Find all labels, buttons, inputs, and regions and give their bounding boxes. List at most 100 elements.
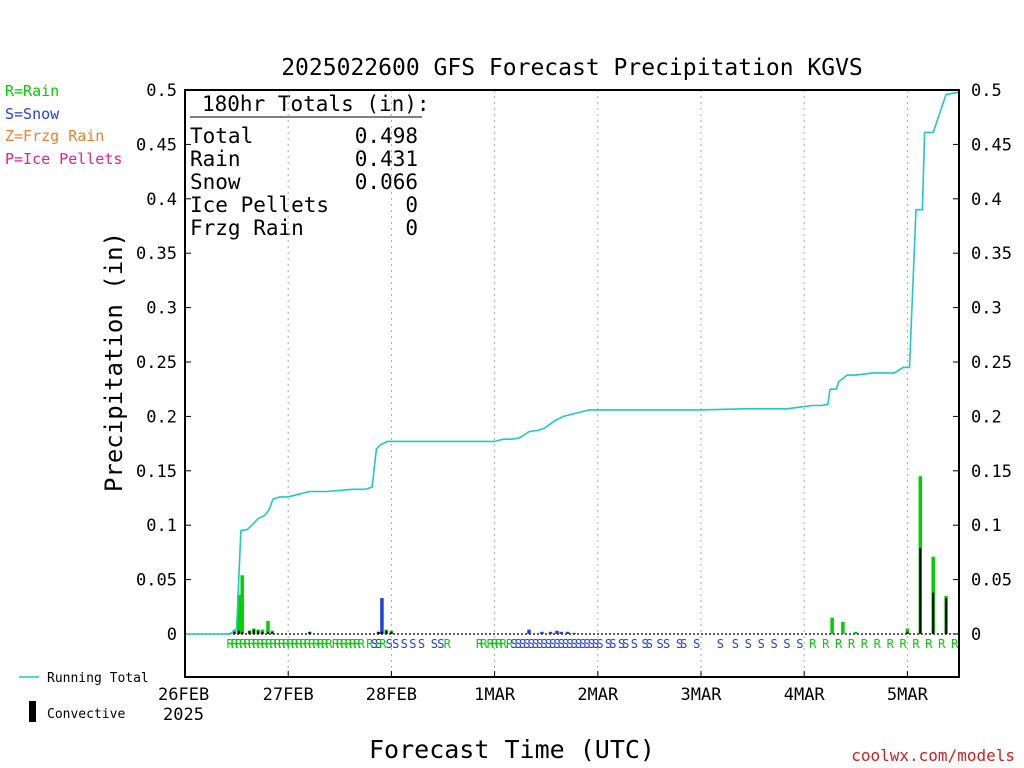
plot-frame — [184, 89, 960, 678]
ptype-mark-85: S — [745, 637, 752, 651]
x-tick-sublabel-0: 2025 — [163, 705, 204, 725]
ptype-mark-5: R — [248, 637, 256, 651]
y-tick-label-left-2: 0.1 — [146, 516, 177, 536]
convective-bar-4 — [248, 630, 251, 634]
ptype-mark-65: S — [575, 637, 582, 651]
ptype-mark-86: S — [758, 637, 765, 651]
ptype-mark-69: S — [592, 637, 599, 651]
y-tick-label-right-7: 0.35 — [971, 244, 1012, 264]
ptype-mark-15: R — [291, 637, 299, 651]
ptype-mark-56: S — [536, 637, 543, 651]
ptype-mark-13: R — [282, 637, 290, 651]
precip-bar-18 — [555, 630, 559, 634]
ptype-mark-40: S — [431, 637, 438, 651]
ptype-mark-34: R — [379, 637, 387, 651]
precip-bar-21 — [572, 632, 576, 634]
grid-lines — [287, 90, 908, 677]
ptype-mark-101: R — [951, 637, 959, 651]
y-tick-label-left-7: 0.35 — [136, 244, 177, 264]
ptype-mark-17: R — [300, 637, 308, 651]
ptype-mark-96: R — [887, 637, 895, 651]
precip-bar-2 — [237, 594, 241, 634]
totals-label-frzg: Frzg Rain — [190, 216, 304, 240]
ptype-mark-81: S — [680, 637, 687, 651]
ptype-mark-59: S — [549, 637, 556, 651]
totals-value-snow: 0.066 — [355, 170, 418, 194]
ptype-mark-35: S — [386, 637, 393, 651]
ptype-mark-18: R — [304, 637, 312, 651]
ptype-mark-60: S — [553, 637, 560, 651]
x-tick-label-6: 4MAR — [784, 685, 826, 705]
running-total-legend-label: Running Total — [47, 671, 149, 686]
ptype-mark-92: R — [835, 637, 843, 651]
precip-bar-17 — [548, 631, 553, 634]
ptype-mark-12: R — [278, 637, 286, 651]
ptype-mark-29: R — [353, 637, 361, 651]
x-tick-label-2: 28FEB — [366, 685, 417, 705]
convective-bar-2 — [237, 630, 240, 634]
precip-bar-19 — [559, 631, 563, 634]
y-tick-label-right-9: 0.45 — [971, 135, 1012, 155]
ptype-mark-83: S — [717, 637, 724, 651]
totals-value-frzg: 0 — [405, 216, 418, 240]
ptype-mark-80: S — [676, 637, 683, 651]
ptype-mark-4: R — [244, 637, 252, 651]
ptype-mark-26: R — [340, 637, 348, 651]
precip-bar-24 — [854, 631, 858, 634]
convective-bar-10 — [308, 631, 311, 634]
ptype-mark-100: R — [938, 637, 946, 651]
ptype-mark-16: R — [295, 637, 303, 651]
convective-bar-6 — [257, 630, 260, 634]
ptype-mark-74: S — [622, 637, 629, 651]
totals-value-rain: 0.431 — [355, 147, 418, 171]
ptype-mark-39: S — [418, 637, 425, 651]
y-axis-label: Precipitation (in) — [100, 232, 128, 492]
ptype-mark-46: R — [491, 637, 499, 651]
x-axis-label: Forecast Time (UTC) — [369, 735, 655, 764]
x-tick-label-3: 1MAR — [474, 685, 516, 705]
ptype-mark-55: S — [532, 637, 539, 651]
convective-legend-label: Convective — [47, 707, 125, 722]
precip-bar-23 — [841, 622, 845, 634]
ptype-mark-21: R — [317, 637, 325, 651]
ptype-mark-72: S — [609, 637, 616, 651]
ptype-mark-6: R — [252, 637, 260, 651]
ptype-mark-1: R — [231, 637, 239, 651]
convective-bar-27 — [932, 592, 935, 634]
y-tick-label-right-2: 0.1 — [971, 516, 1002, 536]
ptype-mark-0: R — [227, 637, 235, 651]
ptype-mark-43: R — [476, 637, 484, 651]
totals-label-ice: Ice Pellets — [190, 193, 329, 217]
ptype-mark-38: S — [409, 637, 416, 651]
legend-rain: R=Rain — [5, 82, 59, 100]
totals-label-total: Total — [190, 124, 253, 148]
ptype-mark-54: S — [528, 637, 535, 651]
convective-bar-12 — [380, 631, 383, 634]
ptype-mark-48: R — [500, 637, 508, 651]
credit-text: coolwx.com/models — [851, 746, 1015, 765]
ptype-mark-3: R — [239, 637, 247, 651]
totals-box: 180hr Totals (in): Total 0.498 Rain 0.43… — [190, 92, 430, 240]
ptype-mark-8: R — [261, 637, 269, 651]
y-tick-label-left-3: 0.15 — [136, 462, 177, 482]
ptype-mark-91: R — [822, 637, 830, 651]
x-tick-label-7: 5MAR — [887, 685, 929, 705]
ptype-mark-71: S — [605, 637, 612, 651]
ptype-mark-27: R — [345, 637, 353, 651]
y-tick-label-left-6: 0.3 — [146, 299, 177, 319]
ptype-mark-20: R — [313, 637, 321, 651]
convective-bar-26 — [919, 548, 922, 634]
totals-label-rain: Rain — [190, 147, 241, 171]
convective-bar-9 — [271, 631, 274, 634]
y-tick-label-left-0: 0 — [167, 625, 177, 645]
totals-label-snow: Snow — [190, 170, 241, 194]
ptype-mark-7: R — [257, 637, 265, 651]
convective-bar-7 — [261, 631, 264, 634]
y-tick-label-left-1: 0.05 — [136, 571, 177, 591]
chart-title: 2025022600 GFS Forecast Precipitation KG… — [281, 55, 863, 81]
ptype-mark-68: S — [588, 637, 595, 651]
ptype-mark-70: S — [596, 637, 603, 651]
ptype-mark-76: S — [641, 637, 648, 651]
ptype-mark-87: S — [770, 637, 777, 651]
